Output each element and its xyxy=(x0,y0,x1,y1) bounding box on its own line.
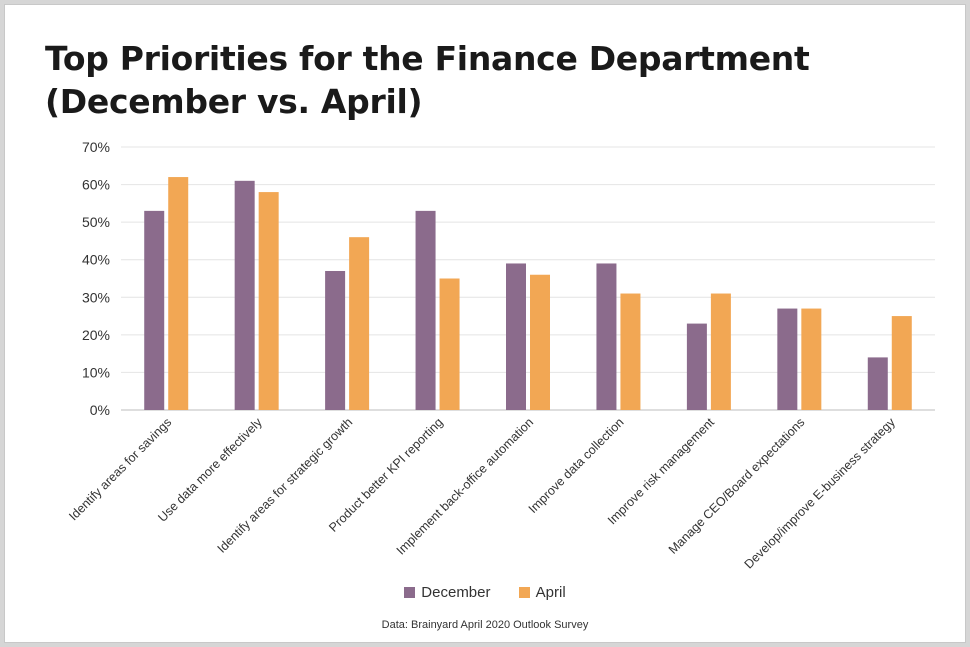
bar-april xyxy=(801,308,822,410)
bar-april xyxy=(349,237,370,410)
legend-item-december: December xyxy=(404,584,491,601)
y-tick-label: 30% xyxy=(82,289,110,305)
bars xyxy=(144,177,912,410)
y-tick-label: 0% xyxy=(90,402,110,418)
x-category-label: Develop/improve E-business strategy xyxy=(742,415,899,572)
y-tick-label: 60% xyxy=(82,177,110,193)
chart-card: Top Priorities for the Finance Departmen… xyxy=(4,4,966,643)
bar-april xyxy=(439,278,460,410)
x-category-label: Use data more effectively xyxy=(155,415,265,525)
bar-december xyxy=(867,357,888,410)
bar-december xyxy=(596,263,617,410)
legend-item-april: April xyxy=(518,584,566,601)
bar-april xyxy=(891,316,912,410)
bar-december xyxy=(325,270,346,410)
chart-title-line-2: (December vs. April) xyxy=(45,82,423,121)
x-category-label: Improve data collection xyxy=(526,415,627,516)
bar-april xyxy=(258,192,279,410)
gridlines xyxy=(121,146,935,411)
y-axis-ticks: 0% 10% 20% 30% 40% 50% 60% 70% xyxy=(82,139,110,418)
data-source-note: Data: Brainyard April 2020 Outlook Surve… xyxy=(381,619,589,631)
bar-december xyxy=(506,263,526,410)
bar-december xyxy=(144,210,165,410)
y-tick-label: 40% xyxy=(82,252,110,268)
x-category-label: Identify areas for savings xyxy=(66,415,174,523)
legend: December April xyxy=(5,584,965,602)
y-tick-label: 70% xyxy=(82,139,110,155)
bar-december xyxy=(415,210,436,410)
bar-april xyxy=(530,274,550,410)
bar-chart: 0% 10% 20% 30% 40% 50% 60% 70% Identify areas f… xyxy=(66,139,935,572)
bar-december xyxy=(686,323,707,410)
bar-april xyxy=(620,293,641,410)
bar-april xyxy=(710,293,731,410)
legend-label-december: December xyxy=(421,584,491,601)
legend-swatch-december xyxy=(404,587,416,598)
legend-label-april: April xyxy=(535,584,566,601)
x-category-label: Improve risk management xyxy=(605,415,717,527)
chart-title: Top Priorities for the Finance Departmen… xyxy=(45,37,810,123)
bar-april xyxy=(168,177,189,410)
bar-december xyxy=(234,180,255,410)
chart-title-line-1: Top Priorities for the Finance Departmen… xyxy=(45,39,810,78)
bar-december xyxy=(777,308,798,410)
y-tick-label: 20% xyxy=(82,327,110,343)
y-tick-label: 50% xyxy=(82,214,110,230)
y-tick-label: 10% xyxy=(82,364,110,380)
legend-swatch-april xyxy=(518,587,530,598)
